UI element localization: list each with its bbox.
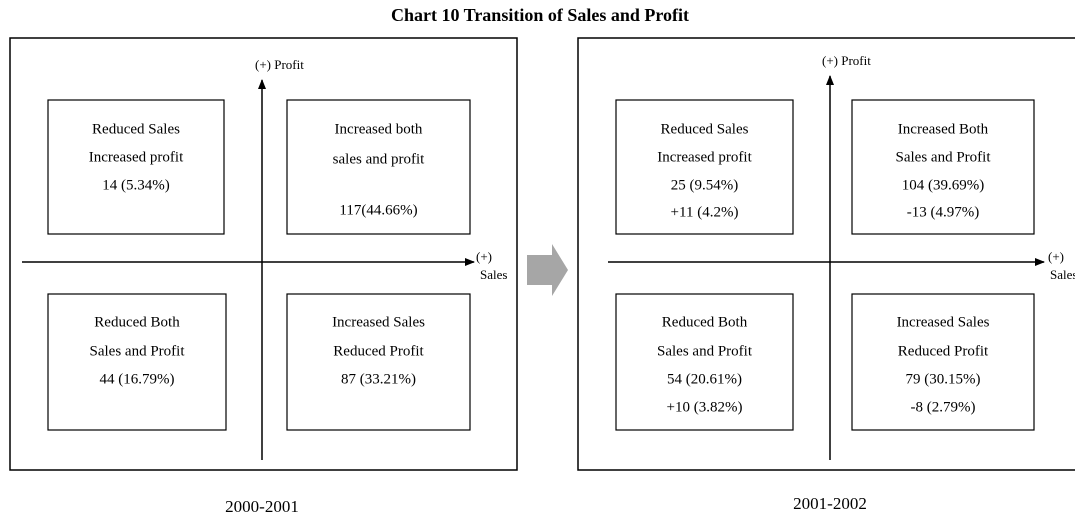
- sales-axis-label: (+): [1048, 249, 1064, 264]
- quadrant-box: [286, 293, 471, 431]
- quadrant-text: 87 (33.21%): [341, 371, 416, 387]
- quadrant-text: Increased Both: [898, 121, 989, 137]
- quadrant-text: Increased both: [335, 121, 423, 137]
- transition-arrow: [527, 244, 568, 296]
- quadrant-text: Reduced Both: [662, 314, 748, 330]
- quadrant-text: Reduced Profit: [333, 343, 424, 359]
- quadrant-text: 44 (16.79%): [100, 371, 175, 387]
- quadrant-text: -13 (4.97%): [907, 204, 979, 220]
- quadrant-box: [47, 293, 227, 431]
- quadrant-text: Sales and Profit: [657, 343, 753, 359]
- quadrant-box: [851, 99, 1035, 235]
- quadrant-box: [615, 293, 794, 431]
- quadrant-text: 14 (5.34%): [102, 177, 170, 193]
- panel-frame: [9, 37, 518, 471]
- quadrant-text: sales and profit: [333, 151, 425, 167]
- sales-axis-label: Sales: [480, 267, 507, 282]
- period-label: 2001-2002: [793, 494, 867, 513]
- quadrant-text: Sales and Profit: [90, 343, 186, 359]
- quadrant-text: Increased profit: [657, 149, 752, 165]
- quadrant-text: Reduced Sales: [92, 121, 180, 137]
- quadrant-text: 79 (30.15%): [906, 371, 981, 387]
- quadrant-text: 25 (9.54%): [671, 177, 739, 193]
- quadrant-text: Increased Sales: [897, 314, 990, 330]
- quadrant-text: Reduced Sales: [661, 121, 749, 137]
- panel-frame: [577, 37, 1075, 471]
- quadrant-text: Increased profit: [89, 149, 184, 165]
- sales-axis-label: Sales: [1050, 267, 1075, 282]
- quadrant-box: [47, 99, 225, 235]
- quadrant-box: [286, 99, 471, 235]
- quadrant-text: +10 (3.82%): [667, 399, 743, 415]
- quadrant-text: Increased Sales: [332, 314, 425, 330]
- quadrant-text: -8 (2.79%): [911, 399, 976, 415]
- sales-axis-label: (+): [476, 249, 492, 264]
- quadrant-box: [615, 99, 794, 235]
- quadrant-text: 54 (20.61%): [667, 371, 742, 387]
- period-label: 2000-2001: [225, 497, 299, 516]
- quadrant-text: Sales and Profit: [896, 149, 992, 165]
- profit-axis-label: (+) Profit: [255, 57, 304, 72]
- profit-axis-label: (+) Profit: [822, 53, 871, 68]
- quadrant-text: Reduced Both: [94, 314, 180, 330]
- quadrant-text: 104 (39.69%): [902, 177, 985, 193]
- quadrant-text: 117(44.66%): [339, 202, 417, 218]
- quadrant-box: [851, 293, 1035, 431]
- quadrant-text: +11 (4.2%): [671, 204, 739, 220]
- title: Chart 10 Transition of Sales and Profit: [391, 5, 689, 25]
- quadrant-text: Reduced Profit: [898, 343, 989, 359]
